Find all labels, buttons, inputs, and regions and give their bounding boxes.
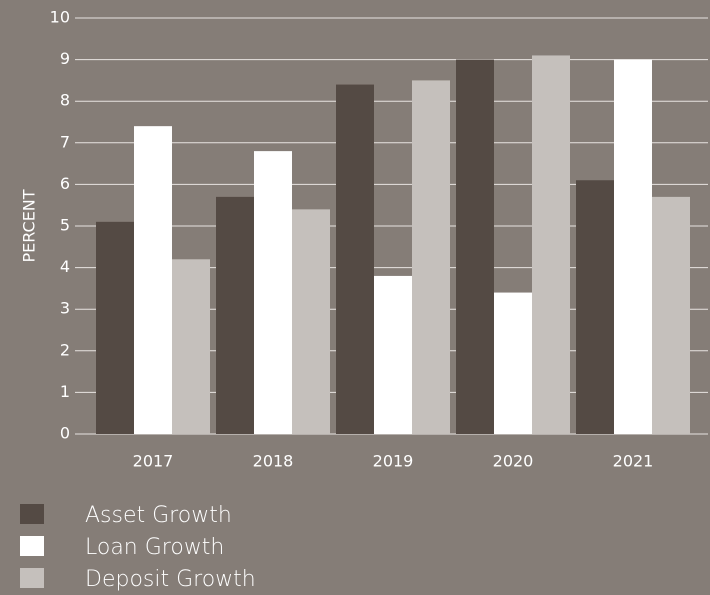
bar <box>134 126 172 434</box>
bar <box>172 259 210 434</box>
bar <box>254 151 292 434</box>
bar <box>292 209 330 434</box>
legend: Asset Growth Loan Growth Deposit Growth <box>20 503 256 592</box>
y-tick-label: 7 <box>60 132 70 151</box>
y-tick-label: 5 <box>60 216 70 235</box>
x-tick-label: 2021 <box>613 452 654 471</box>
bar <box>96 221 134 434</box>
y-tick-label: 8 <box>60 91 70 110</box>
y-tick-label: 4 <box>60 257 70 276</box>
y-tick-label: 3 <box>60 299 70 318</box>
y-tick-label: 9 <box>60 49 70 68</box>
y-tick-label: 0 <box>60 424 70 443</box>
bar <box>336 84 374 434</box>
legend-swatch <box>20 568 44 588</box>
bar <box>374 275 412 434</box>
y-tick-label: 6 <box>60 174 70 193</box>
legend-swatch <box>20 536 44 556</box>
bar <box>494 292 532 434</box>
legend-label: Asset Growth <box>85 503 232 528</box>
y-tick-label: 1 <box>60 382 70 401</box>
bar <box>216 196 254 434</box>
bar <box>412 80 450 435</box>
x-tick-label: 2020 <box>493 452 534 471</box>
bar <box>652 196 690 434</box>
legend-label: Deposit Growth <box>85 567 256 592</box>
legend-label: Loan Growth <box>85 535 224 560</box>
x-tick-label: 2017 <box>133 452 174 471</box>
legend-swatch <box>20 504 44 524</box>
bar <box>576 180 614 434</box>
bar <box>614 59 652 434</box>
bar <box>532 55 570 434</box>
y-axis-label: PERCENT <box>20 189 39 262</box>
x-tick-label: 2018 <box>253 452 294 471</box>
y-tick-label: 2 <box>60 340 70 359</box>
x-tick-label: 2019 <box>373 452 414 471</box>
bar <box>456 59 494 434</box>
y-tick-label: 10 <box>50 8 70 27</box>
